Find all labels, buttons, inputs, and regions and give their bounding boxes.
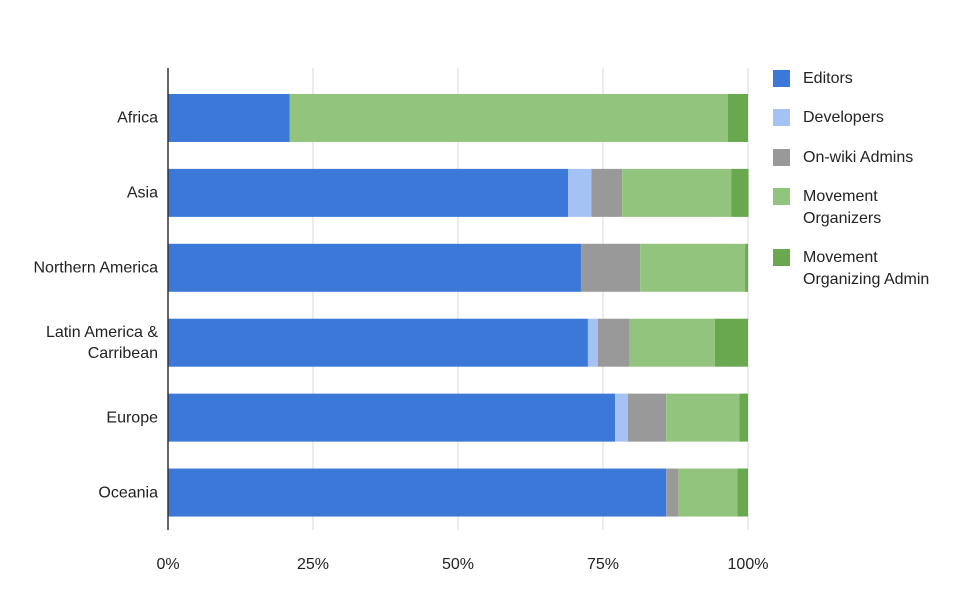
bar-segment xyxy=(168,393,616,442)
y-tick-label: Oceania xyxy=(98,484,158,502)
legend-swatch xyxy=(773,188,790,205)
x-tick-label: 25% xyxy=(297,556,329,573)
bar-segment xyxy=(587,318,598,367)
bar-segment xyxy=(289,93,728,142)
bar-segment xyxy=(168,93,290,142)
bar-segment xyxy=(568,168,592,217)
legend-label: Developers xyxy=(803,109,884,126)
bar-segment xyxy=(168,318,588,367)
x-tick-label: 0% xyxy=(156,556,179,573)
y-tick-label: Africa xyxy=(117,109,158,127)
legend-label: On-wiki Admins xyxy=(803,149,914,166)
x-tick-label: 100% xyxy=(728,556,769,573)
legend-swatch xyxy=(773,249,790,266)
legend-label: Movement Organizers xyxy=(803,188,882,227)
bar-segment xyxy=(591,168,623,217)
y-tick-label: Latin America & Carribean xyxy=(45,323,158,362)
x-tick-label: 75% xyxy=(587,556,619,573)
bar-segment xyxy=(714,318,748,367)
legend-swatch xyxy=(773,70,790,87)
x-tick-label: 50% xyxy=(442,556,474,573)
y-tick-label: Northern America xyxy=(33,259,159,277)
bar-segment xyxy=(580,243,641,292)
bar-segment xyxy=(168,168,569,217)
bar-segment xyxy=(597,318,630,367)
bar-segment xyxy=(168,468,667,517)
legend-label: Movement Organizing Admin xyxy=(803,249,930,288)
bar-segment xyxy=(678,468,738,517)
bar-segment xyxy=(731,168,749,217)
bar-segment xyxy=(666,393,740,442)
bar-segment xyxy=(737,468,748,517)
y-tick-label: Asia xyxy=(126,184,158,202)
bar-segment xyxy=(745,243,748,292)
bar-segment xyxy=(739,393,748,442)
legend-swatch xyxy=(773,109,790,126)
legend-label: Editors xyxy=(803,70,853,87)
bar-segment xyxy=(640,243,746,292)
y-tick-label: Europe xyxy=(106,409,158,427)
bar-segment xyxy=(615,393,628,442)
bar-segment xyxy=(629,318,715,367)
bar-segment xyxy=(622,168,732,217)
bar-segment xyxy=(666,468,679,517)
legend-swatch xyxy=(773,149,790,166)
bar-segment xyxy=(168,243,581,292)
bar-segment xyxy=(627,393,667,442)
bar-segment xyxy=(727,93,748,142)
